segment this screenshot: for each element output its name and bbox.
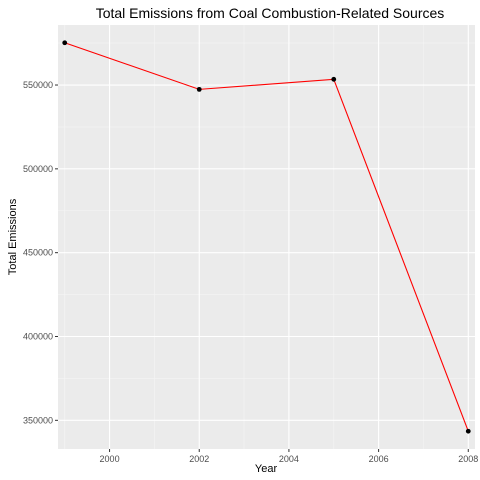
x-tick-label: 2002 <box>189 454 209 464</box>
y-tick-label: 350000 <box>23 415 53 425</box>
chart-title: Total Emissions from Coal Combustion-Rel… <box>96 5 445 21</box>
data-point <box>465 428 471 434</box>
data-point <box>331 76 337 82</box>
plot-panel <box>58 25 475 449</box>
x-axis-title: Year <box>255 463 278 475</box>
y-tick-label: 550000 <box>23 80 53 90</box>
y-tick-label: 450000 <box>23 248 53 258</box>
x-tick-label: 2004 <box>279 454 299 464</box>
minor-gridlines <box>58 25 475 449</box>
y-tick-label: 400000 <box>23 332 53 342</box>
series-line <box>64 42 469 432</box>
series-emissions <box>62 40 471 434</box>
y-axis-title: Total Emissions <box>7 198 19 275</box>
data-point <box>62 40 68 46</box>
y-tick-label: 500000 <box>23 164 53 174</box>
x-tick-label: 2006 <box>369 454 389 464</box>
major-gridlines <box>58 25 475 449</box>
x-axis: 2000 2002 2004 2006 2008 <box>100 449 478 464</box>
x-tick-label: 2000 <box>100 454 120 464</box>
x-tick-label: 2008 <box>458 454 478 464</box>
y-axis: 350000 400000 450000 500000 550000 <box>23 80 58 425</box>
data-point <box>196 86 202 92</box>
